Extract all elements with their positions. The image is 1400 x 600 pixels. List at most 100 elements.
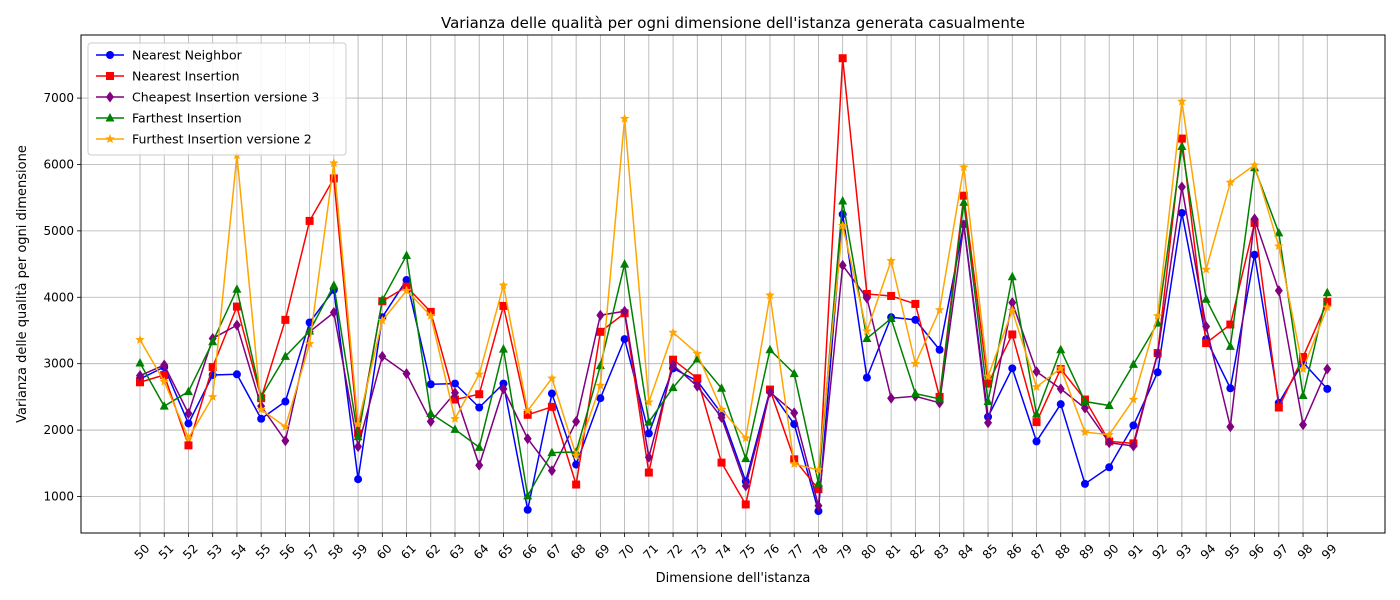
data-point (1008, 297, 1017, 309)
data-point (426, 310, 436, 320)
data-point (547, 402, 556, 411)
data-point (329, 280, 339, 289)
data-point (911, 299, 920, 308)
data-point (934, 304, 945, 314)
data-point (595, 380, 606, 390)
x-tick-label: 97 (1270, 541, 1291, 562)
legend-label: Furthest Insertion versione 2 (132, 132, 312, 147)
data-point (1249, 160, 1260, 170)
data-point (1274, 285, 1283, 297)
data-point (1250, 213, 1259, 225)
data-point (280, 421, 291, 431)
data-point (159, 376, 169, 386)
data-point (523, 410, 532, 419)
data-point (596, 309, 605, 321)
legend-label: Nearest Neighbor (132, 48, 243, 63)
data-point (498, 344, 508, 353)
data-point (596, 327, 605, 336)
data-point (160, 359, 169, 371)
data-point (910, 388, 920, 398)
x-axis: 50 51 52 53 54 55 56 57 58 59 60 61 62 63 64 65 66 67 68 69… (132, 533, 1340, 562)
x-tick-label: 80 (859, 541, 880, 562)
x-tick-label: 91 (1125, 541, 1146, 562)
legend-marker (105, 134, 115, 144)
data-point (1153, 368, 1162, 377)
data-point (886, 313, 896, 323)
data-point (765, 386, 774, 398)
data-point (305, 216, 314, 225)
data-point (402, 368, 411, 380)
y-tick-label: 4000 (43, 290, 74, 304)
data-point (887, 392, 896, 404)
data-point (1152, 310, 1163, 320)
data-point (813, 478, 823, 487)
data-point (232, 302, 241, 311)
data-point (814, 500, 823, 512)
legend-label: Farthest Insertion (132, 111, 242, 126)
data-point (1274, 403, 1283, 412)
data-point (208, 336, 218, 346)
data-point (984, 379, 993, 388)
data-point (789, 458, 799, 468)
data-point (1007, 271, 1017, 281)
data-point (183, 386, 193, 396)
data-point (1031, 381, 1042, 391)
x-tick-label: 77 (786, 541, 807, 562)
data-point (644, 468, 653, 477)
series-3 (136, 181, 1332, 512)
x-axis-label: Dimensione dell'istanza (656, 571, 811, 586)
plot-frame (80, 34, 1386, 534)
data-point (353, 419, 363, 429)
data-point (1056, 400, 1065, 409)
data-point (740, 433, 751, 443)
data-point (692, 348, 703, 358)
data-point (1322, 302, 1333, 312)
data-point (523, 433, 532, 445)
data-point (1008, 364, 1017, 373)
data-point (790, 407, 799, 419)
x-tick-label: 86 (1004, 541, 1025, 562)
data-point (1080, 402, 1089, 414)
data-point (1202, 320, 1211, 332)
data-point (354, 441, 363, 453)
data-point (911, 315, 920, 324)
data-point (450, 395, 459, 404)
x-tick-label: 95 (1222, 541, 1243, 562)
data-point (256, 404, 266, 414)
x-tick-label: 65 (495, 541, 516, 562)
x-tick-label: 71 (640, 541, 661, 562)
data-point (862, 326, 872, 336)
data-point (717, 458, 726, 467)
x-tick-label: 98 (1295, 541, 1316, 562)
data-point (1274, 227, 1284, 237)
data-point (208, 363, 217, 371)
data-point (619, 113, 630, 123)
data-point (426, 408, 436, 417)
data-point (401, 285, 412, 295)
x-tick-label: 92 (1149, 541, 1170, 562)
y-tick-label: 7000 (43, 91, 74, 105)
data-point (595, 360, 605, 370)
x-tick-label: 79 (834, 541, 855, 562)
data-point (1129, 421, 1138, 430)
data-point (450, 424, 460, 433)
data-point (232, 319, 241, 331)
data-point (959, 191, 968, 200)
data-point (426, 380, 435, 389)
data-point (1080, 479, 1089, 488)
data-point (1225, 341, 1235, 350)
legend: Nearest Neighbor Nearest Insertion Cheapes… (87, 42, 347, 156)
x-tick-label: 60 (374, 541, 395, 562)
data-point (572, 460, 581, 469)
data-point (1322, 287, 1332, 297)
data-point (765, 344, 775, 354)
data-point (281, 397, 290, 406)
x-tick-label: 76 (762, 541, 783, 562)
x-tick-label: 78 (810, 541, 831, 562)
data-point (717, 411, 726, 423)
data-point (572, 480, 581, 489)
data-point (620, 335, 629, 344)
data-point (668, 382, 678, 392)
data-point (353, 431, 363, 441)
data-point (1080, 396, 1090, 406)
